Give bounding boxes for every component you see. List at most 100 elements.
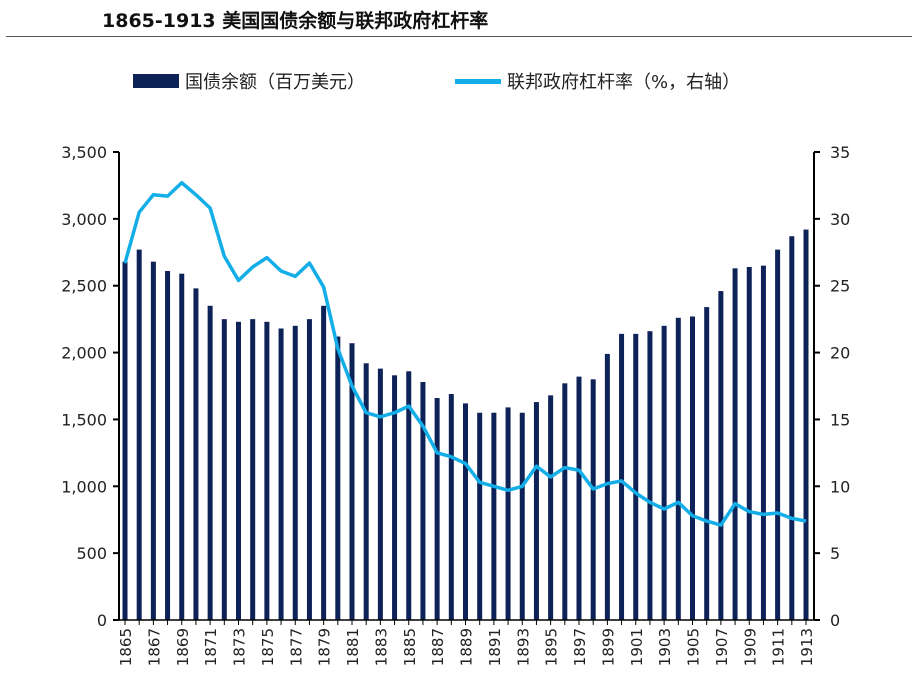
x-tick-label: 1911 [770,628,788,666]
leverage-point-1886 [422,425,424,427]
leverage-point-1893 [521,485,523,487]
leverage-point-1894 [535,465,537,467]
left-tick-label: 3,000 [61,210,107,229]
leverage-point-1906 [706,520,708,522]
legend-swatch-bar [133,74,179,88]
left-tick-label: 0 [97,611,107,630]
leverage-point-1899 [606,483,608,485]
leverage-point-1909 [748,511,750,513]
x-tick-label: 1913 [798,628,816,666]
bar-1885 [406,371,412,620]
bar-1884 [392,375,398,620]
bar-1900 [619,333,625,620]
leverage-point-1898 [592,488,594,490]
bar-1876 [278,328,284,620]
bar-1891 [491,412,497,620]
bar-1898 [590,379,596,620]
bar-1896 [562,383,568,620]
bar-1881 [349,343,355,620]
leverage-point-1880 [337,348,339,350]
bar-1867 [150,261,156,620]
leverage-point-1874 [252,266,254,268]
bar-1893 [519,412,525,620]
x-tick-label: 1871 [202,628,220,666]
bar-1883 [377,368,383,620]
bar-1897 [576,376,582,620]
leverage-point-1875 [266,257,268,259]
x-tick-label: 1881 [344,628,362,666]
leverage-point-1873 [238,279,239,281]
bar-1869 [179,273,185,620]
leverage-point-1887 [436,452,438,454]
bar-1894 [533,402,539,620]
leverage-point-1913 [805,520,807,522]
leverage-point-1908 [734,503,736,505]
x-tick-label: 1891 [486,628,504,666]
leverage-point-1897 [578,469,580,471]
left-tick-label: 500 [76,544,107,563]
bar-1882 [363,363,369,620]
x-tick-label: 1893 [514,628,532,666]
legend-item-debt: 国债余额（百万美元） [133,68,365,94]
leverage-point-1866 [138,211,140,213]
x-tick-label: 1907 [713,628,731,666]
chart-title: 1865-1913 美国国债余额与联邦政府杠杆率 [102,10,489,32]
leverage-point-1902 [649,501,651,503]
leverage-point-1884 [394,412,396,414]
x-tick-label: 1885 [401,628,419,666]
leverage-point-1879 [323,286,325,288]
bar-1909 [746,266,752,620]
x-tick-label: 1901 [628,628,646,666]
legend-swatch-line [455,78,501,84]
legend-label-leverage: 联邦政府杠杆率（%，右轴） [507,72,741,93]
leverage-point-1903 [663,508,665,510]
left-tick-label: 1,000 [61,477,107,496]
x-tick-label: 1899 [599,628,617,666]
x-tick-label: 1873 [231,628,249,666]
bar-1887 [434,398,440,620]
right-tick-label: 15 [830,410,850,429]
leverage-point-1896 [564,467,566,469]
legend-item-leverage: 联邦政府杠杆率（%，右轴） [455,68,740,94]
x-tick-label: 1877 [287,628,305,666]
bar-1879 [321,305,327,620]
left-tick-label: 3,500 [61,143,107,162]
leverage-point-1869 [181,182,183,184]
left-tick-label: 2,500 [61,277,107,296]
leverage-point-1868 [167,195,169,197]
bar-1912 [789,236,795,621]
leverage-point-1867 [152,194,154,196]
bar-1899 [604,353,610,620]
leverage-point-1883 [379,416,381,418]
bar-1908 [732,268,738,620]
x-tick-label: 1909 [741,628,759,666]
leverage-point-1865 [124,262,126,264]
bar-1907 [718,291,724,620]
bar-1903 [661,325,667,620]
bar-1880 [335,336,341,620]
leverage-point-1892 [507,489,509,491]
leverage-point-1877 [294,275,296,277]
right-tick-label: 30 [830,210,850,229]
legend-label-debt: 国债余额（百万美元） [185,72,365,93]
leverage-point-1911 [777,512,779,514]
leverage-point-1907 [720,524,722,526]
leverage-point-1912 [791,517,793,519]
bar-1905 [690,316,695,620]
x-tick-label: 1895 [543,628,561,666]
leverage-point-1881 [351,385,353,387]
bar-1878 [306,319,312,620]
leverage-point-1900 [621,480,623,482]
x-tick-label: 1867 [145,628,163,666]
bar-1866 [136,249,142,620]
left-tick-label: 1,500 [61,410,107,429]
leverage-point-1904 [677,501,679,503]
leverage-point-1885 [408,405,410,407]
bar-1877 [292,325,298,620]
left-tick-label: 2,000 [61,344,107,363]
bar-1871 [207,305,213,620]
leverage-point-1901 [635,492,637,494]
right-tick-label: 10 [830,477,850,496]
bar-1868 [165,271,171,620]
